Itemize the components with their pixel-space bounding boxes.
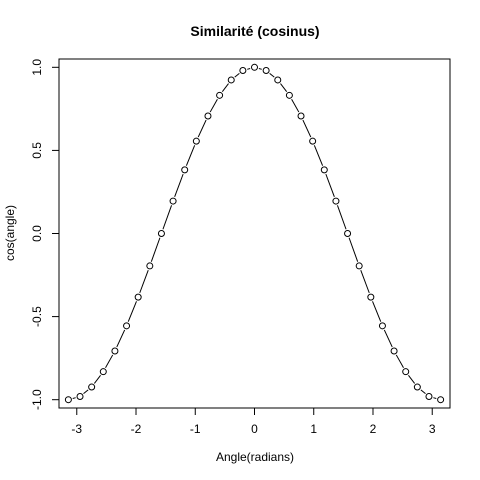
data-point [390, 347, 398, 355]
data-point [309, 137, 317, 145]
series-segment [185, 145, 196, 166]
series-segment [174, 173, 184, 198]
data-point [425, 392, 433, 400]
series-segment [116, 329, 126, 348]
data-point [437, 396, 445, 404]
data-point [378, 322, 386, 330]
series-segment [93, 374, 101, 384]
series-segment [127, 301, 137, 322]
data-point [157, 230, 165, 237]
y-axis-label: cos(angle) [3, 205, 17, 261]
y-tick-label: 0.0 [30, 225, 44, 242]
data-point [239, 67, 247, 75]
data-point [76, 392, 84, 400]
data-point [204, 112, 212, 120]
data-point [123, 322, 131, 330]
data-point [367, 293, 375, 301]
series-segment [336, 205, 347, 230]
y-tick-label: -0.5 [30, 306, 44, 327]
series-segment [433, 397, 437, 399]
series-segment [372, 301, 382, 322]
data-point [402, 368, 410, 376]
series-segment [360, 269, 370, 294]
y-tick-label: 0.5 [30, 142, 44, 159]
series-segment [105, 354, 114, 369]
x-tick-label: -2 [131, 422, 142, 436]
series-segment [209, 98, 218, 113]
series-segment [258, 68, 262, 70]
data-point [216, 91, 224, 99]
series-segment [150, 237, 161, 262]
series-segment [291, 98, 300, 113]
data-point [88, 383, 96, 391]
series-segment [162, 205, 173, 230]
data-point [274, 76, 282, 84]
series-segment [83, 389, 89, 395]
x-tick-label: 0 [251, 422, 258, 436]
series-segment [420, 389, 426, 395]
y-tick-label: -1.0 [30, 389, 44, 410]
x-tick-label: 1 [310, 422, 317, 436]
series-segment [325, 173, 335, 198]
data-point [99, 368, 107, 376]
data-point [355, 262, 363, 270]
plot-frame [58, 58, 451, 409]
data-point [181, 166, 189, 174]
series-cosine [64, 63, 445, 404]
data-point [251, 63, 258, 71]
series-segment [139, 269, 149, 294]
data-point [297, 112, 305, 120]
data-point [146, 262, 154, 270]
series-segment [280, 83, 288, 93]
y-tick-label: 1.0 [30, 59, 44, 76]
series-segment [395, 354, 404, 369]
chart-title: Similarité (cosinus) [190, 23, 319, 39]
data-point [344, 230, 352, 237]
series-segment [383, 329, 393, 348]
x-tick-label: -1 [190, 422, 201, 436]
series-segment [72, 397, 76, 399]
series-segment [348, 237, 359, 262]
data-point [64, 396, 72, 404]
data-point [192, 137, 200, 145]
series-segment [234, 72, 240, 78]
series-segment [408, 374, 416, 384]
series-segment [247, 68, 251, 70]
y-axis: -1.0 -0.5 0.0 0.5 1.0 [30, 59, 60, 410]
series-segment [302, 119, 312, 138]
data-point [111, 347, 119, 355]
data-point [262, 67, 270, 75]
data-point [227, 76, 235, 84]
series-segment [221, 83, 229, 93]
data-point [169, 197, 177, 205]
series-segment [313, 145, 324, 166]
data-point [285, 91, 293, 99]
x-tick-label: -3 [71, 422, 82, 436]
x-axis-label: Angle(radians) [216, 450, 294, 464]
data-point [332, 197, 340, 205]
x-axis: -3 -2 -1 0 1 2 3 [71, 407, 436, 436]
x-tick-label: 2 [370, 422, 377, 436]
data-point [134, 293, 142, 301]
series-segment [197, 119, 207, 138]
data-point [320, 166, 328, 174]
data-point [413, 383, 421, 391]
x-tick-label: 3 [429, 422, 436, 436]
series-segment [269, 72, 275, 78]
